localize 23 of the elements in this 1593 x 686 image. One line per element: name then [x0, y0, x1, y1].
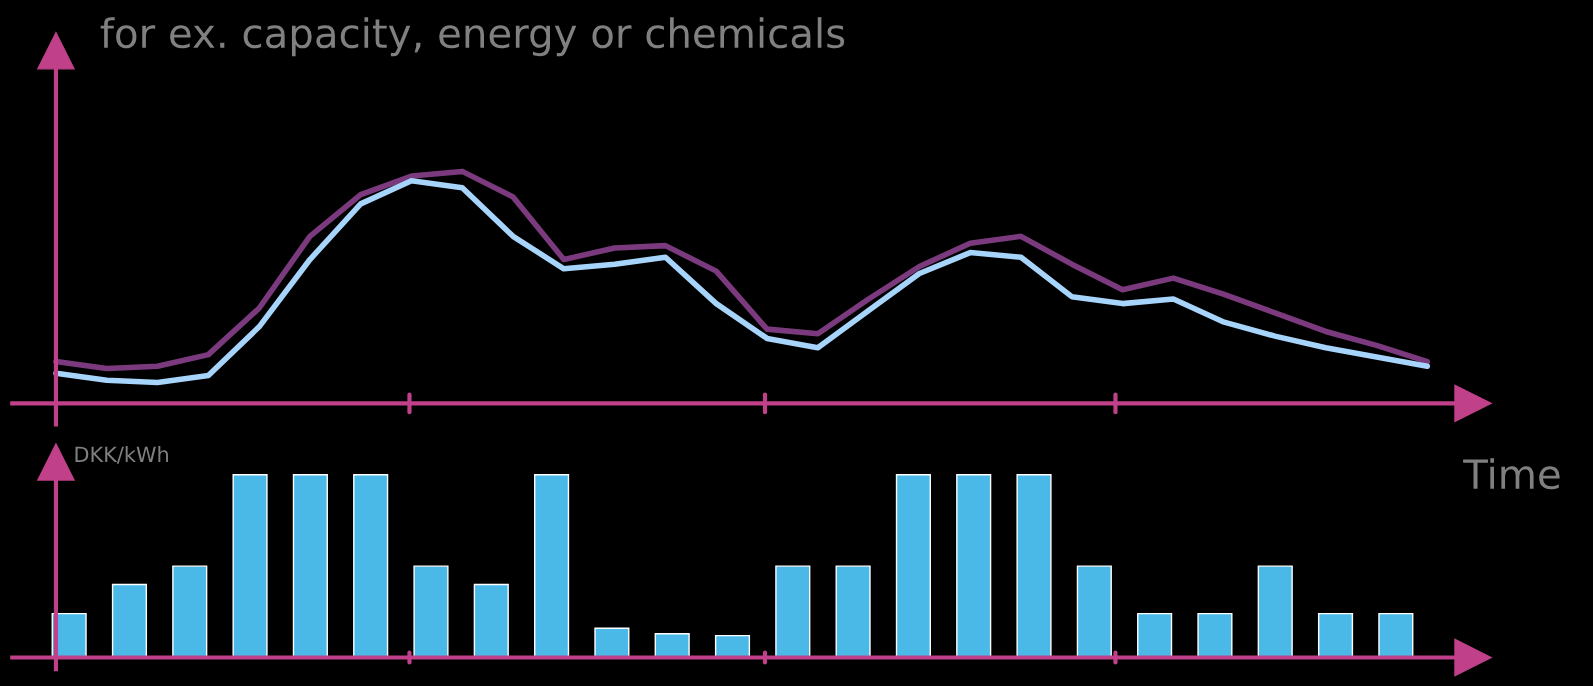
bar	[534, 474, 570, 658]
bar	[1137, 612, 1173, 658]
bar	[353, 474, 389, 658]
bar	[111, 583, 148, 658]
bar	[1076, 565, 1112, 658]
bar	[594, 627, 630, 658]
bar	[895, 474, 931, 658]
bar	[1378, 612, 1414, 658]
bar	[835, 565, 871, 658]
y-axis-title: for ex. capacity, energy or chemicals	[100, 17, 845, 57]
bar	[1197, 612, 1233, 658]
bar	[956, 474, 992, 658]
x-axis-title: Time	[1463, 458, 1560, 490]
bar	[172, 565, 208, 658]
bar	[473, 583, 509, 658]
y-axis-title: DKK/kWh	[75, 446, 168, 464]
bar	[232, 474, 268, 658]
bar	[413, 565, 449, 658]
bar	[775, 565, 811, 658]
bar	[1257, 565, 1293, 658]
bar	[1317, 612, 1354, 658]
bar	[292, 474, 328, 658]
bar	[1016, 474, 1052, 658]
